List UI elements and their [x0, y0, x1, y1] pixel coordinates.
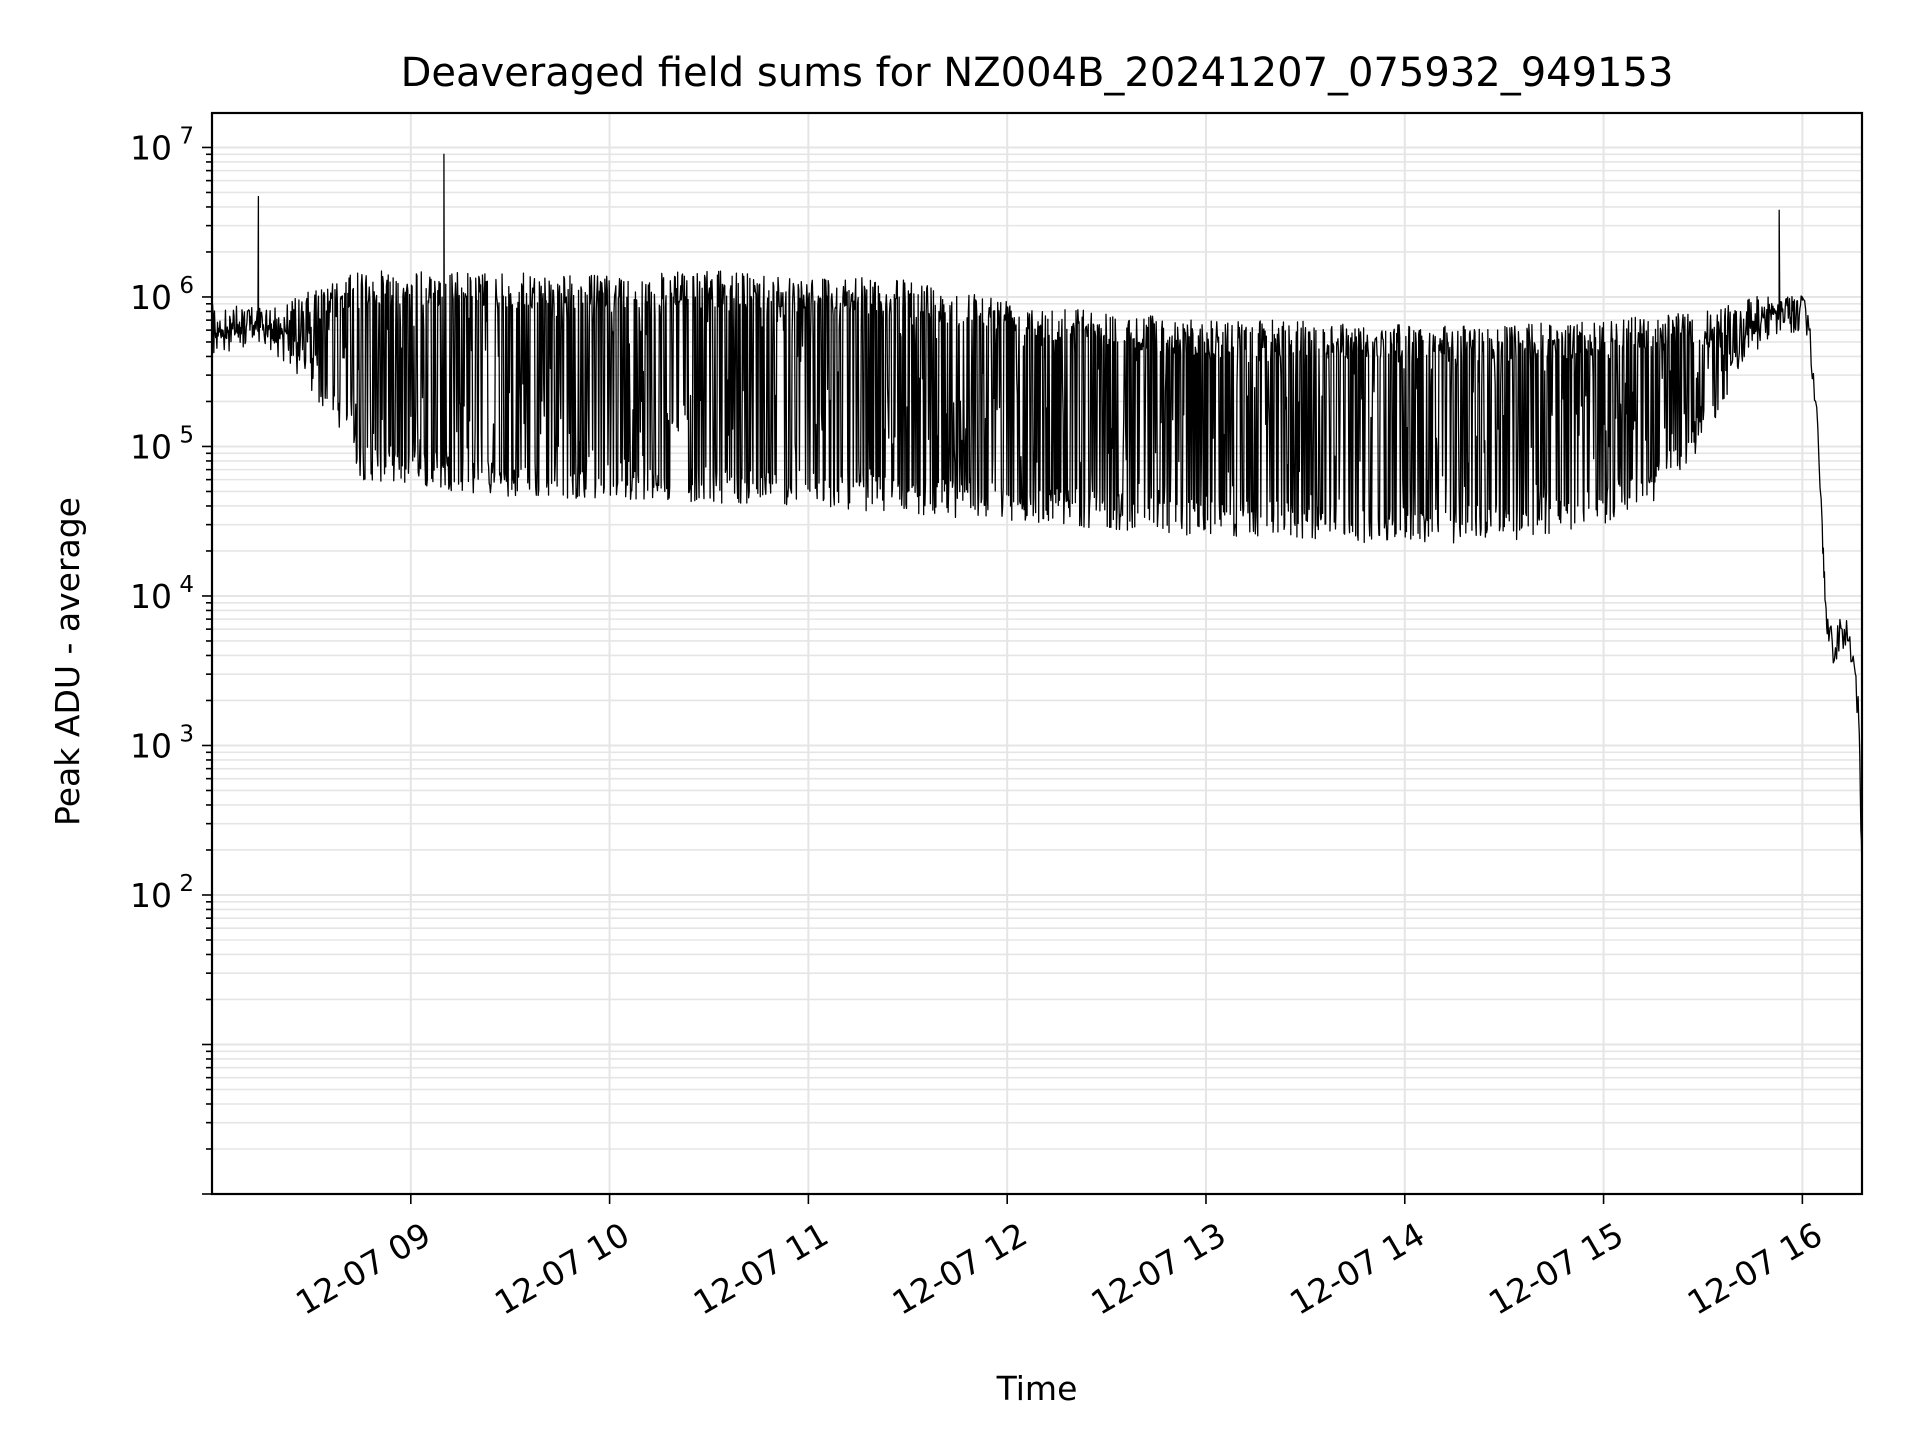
y-tick-exponent: 6	[179, 273, 194, 299]
y-axis-title: Peak ADU - average	[48, 497, 87, 826]
y-tick-label: 10	[130, 876, 172, 915]
x-axis-title: Time	[996, 1369, 1078, 1408]
chart-title: Deaveraged field sums for NZ004B_2024120…	[401, 50, 1674, 96]
y-tick-label: 10	[130, 726, 172, 765]
y-tick-exponent: 4	[179, 572, 194, 598]
y-tick-exponent: 2	[179, 871, 194, 897]
series-line-path	[211, 153, 1863, 878]
series-line	[211, 153, 1863, 878]
y-tick-label: 10	[130, 128, 172, 167]
y-tick-exponent: 7	[179, 123, 194, 149]
y-tick-label: 10	[130, 278, 172, 317]
y-tick-label: 10	[130, 427, 172, 466]
y-tick-label: 10	[130, 577, 172, 616]
plot-frame	[210, 111, 1864, 1196]
y-tick-exponent: 5	[179, 422, 194, 448]
y-tick-exponent: 3	[179, 721, 194, 747]
